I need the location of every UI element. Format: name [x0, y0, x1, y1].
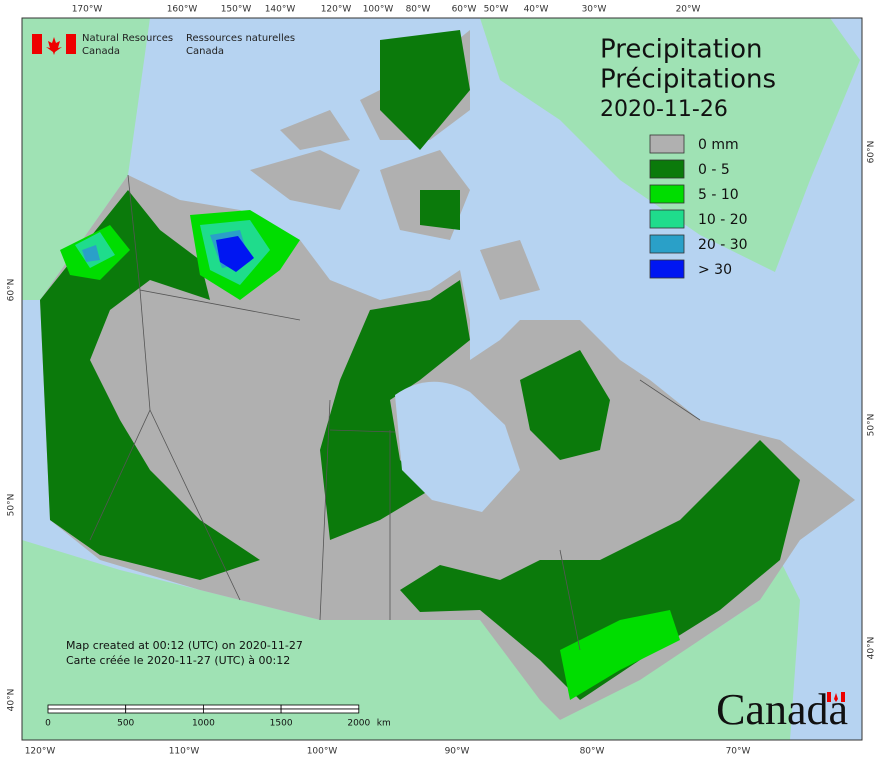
legend-label: 0 - 5	[698, 162, 730, 178]
maple-leaf	[46, 37, 62, 55]
scale-label: 1000	[192, 719, 215, 729]
graticule-label: 40°N	[7, 689, 17, 712]
precip-over-30	[216, 236, 254, 272]
graticule-labels: 170°W 160°W 150°W 140°W 120°W 100°W 80°W 60°W 50…	[7, 5, 877, 757]
title-fr: Précipitations	[600, 65, 776, 95]
dept-en: Canada	[82, 46, 120, 57]
created-note: Map created at 00:12 (UTC) on 2020-11-27	[66, 639, 303, 652]
scale-label: 500	[117, 719, 134, 729]
precip-quebec-north	[520, 350, 610, 460]
wordmark-flag	[827, 692, 831, 702]
scale-segment	[202, 708, 282, 714]
legend-label: > 30	[698, 262, 732, 278]
graticule-label: 60°W	[452, 5, 477, 15]
dept-en: Natural Resources	[82, 33, 173, 44]
precip-ontario-bright	[560, 610, 680, 700]
scale-label: 2000	[347, 719, 370, 729]
scale-unit: km	[377, 719, 391, 729]
scale-segment	[47, 704, 127, 710]
title: Precipitation	[600, 35, 763, 65]
graticule-label: 70°W	[726, 747, 751, 757]
dept-fr: Canada	[186, 46, 224, 57]
graticule-label: 100°W	[307, 747, 338, 757]
graticule-label: 150°W	[221, 5, 252, 15]
scale-segment	[202, 704, 282, 710]
graticule-label: 30°W	[582, 5, 607, 15]
graticule-label: 100°W	[363, 5, 394, 15]
legend-label: 20 - 30	[698, 237, 748, 253]
frame	[21, 17, 863, 741]
graticule-label: 50°N	[867, 414, 877, 437]
date: 2020-11-26	[600, 97, 728, 122]
precip-west	[40, 190, 260, 580]
wordmark-flag	[841, 692, 845, 702]
hudson-bay	[395, 381, 520, 512]
graticule-label: 120°W	[25, 747, 56, 757]
graticule-label: 60°N	[867, 141, 877, 164]
legend: 0 mm 0 - 5 5 - 10 10 - 20 20 - 30 > 30	[649, 134, 748, 279]
legend-swatch	[649, 234, 685, 254]
scale-label: 0	[45, 719, 51, 729]
graticule-label: 80°W	[406, 5, 431, 15]
scale-bar: 0 500 1000 1500 2000 km	[45, 704, 391, 729]
scale-segment	[47, 708, 127, 714]
legend-swatch	[649, 184, 685, 204]
precip-arctic	[380, 30, 470, 230]
graticule-label: 110°W	[169, 747, 200, 757]
alaska	[22, 18, 150, 300]
created-note: Carte créée le 2020-11-27 (UTC) à 00:12	[66, 654, 290, 667]
graticule-label: 170°W	[72, 5, 103, 15]
legend-swatch	[649, 134, 685, 154]
legend-swatch	[649, 259, 685, 279]
flag-bar	[32, 34, 42, 54]
graticule-label: 160°W	[167, 5, 198, 15]
graticule-label: 40°W	[524, 5, 549, 15]
graticule-label: 80°W	[580, 747, 605, 757]
graticule-label: 50°W	[484, 5, 509, 15]
dept-fr: Ressources naturelles	[186, 33, 295, 44]
wordmark-leaf	[834, 693, 838, 702]
wordmark: Canada	[716, 685, 848, 734]
scale-segment	[280, 704, 360, 710]
graticule-label: 90°W	[445, 747, 470, 757]
flag-bar	[66, 34, 76, 54]
map-body	[22, 18, 862, 740]
precip-east	[400, 440, 800, 700]
legend-swatch	[649, 159, 685, 179]
graticule-label: 140°W	[265, 5, 296, 15]
legend-label: 0 mm	[698, 137, 739, 153]
graticule-label: 60°N	[7, 279, 17, 302]
scale-segment	[125, 708, 204, 714]
logo: Natural Resources Canada Ressources natu…	[32, 33, 295, 57]
scale-segment	[125, 704, 204, 710]
graticule-label: 120°W	[321, 5, 352, 15]
scale-segment	[280, 708, 360, 714]
province-borders	[89, 174, 701, 651]
graticule-label: 40°N	[867, 637, 877, 660]
precip-central	[320, 280, 470, 540]
graticule-label: 20°W	[676, 5, 701, 15]
graticule-label: 50°N	[7, 494, 17, 517]
legend-label: 10 - 20	[698, 212, 748, 228]
scale-label: 1500	[270, 719, 293, 729]
arctic-islands	[250, 30, 540, 300]
legend-label: 5 - 10	[698, 187, 739, 203]
legend-swatch	[649, 209, 685, 229]
